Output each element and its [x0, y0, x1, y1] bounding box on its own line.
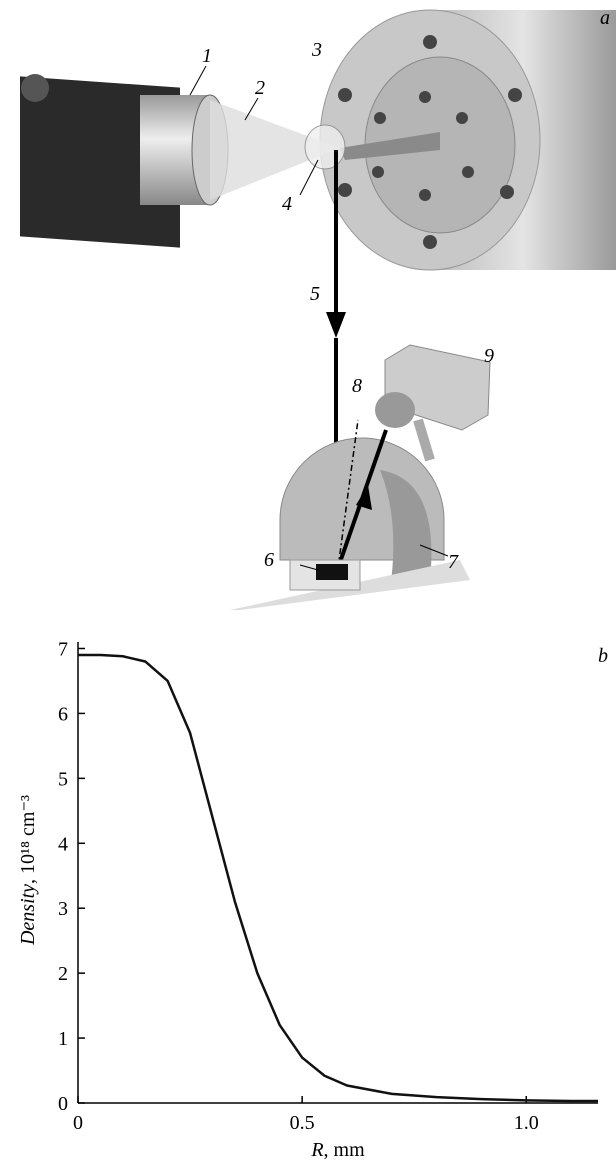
detector-lens: [375, 392, 415, 428]
part-label: 1: [202, 45, 212, 67]
x-tick-label: 0: [73, 1112, 83, 1134]
y-tick-label: 3: [58, 898, 68, 920]
x-label-name: R: [310, 1139, 323, 1161]
x-tick-label: 1.0: [514, 1112, 539, 1134]
part-label: 4: [282, 193, 292, 215]
y-axis-label: Density, 10¹⁸ cm⁻³: [17, 795, 39, 946]
part-label: 9: [484, 345, 494, 367]
figure: a 1 2 3 4 5 6 7 8 9 b R, mm Density, 10¹…: [0, 0, 616, 1165]
density-line: [78, 655, 598, 1101]
part-label: 3: [311, 39, 322, 61]
part-label: 6: [264, 549, 274, 571]
beam-arrow: [326, 312, 346, 338]
y-tick-label: 5: [58, 768, 68, 790]
x-tick-label: 0.5: [290, 1112, 315, 1134]
stage-knob: [21, 74, 49, 102]
y-tick-label: 6: [58, 703, 68, 725]
part-label: 7: [448, 551, 459, 573]
setup-illustration: [20, 10, 616, 610]
x-label-unit: , mm: [324, 1139, 366, 1161]
part-label: 2: [255, 77, 265, 99]
part-label: 5: [310, 283, 320, 305]
y-tick-label: 1: [58, 1028, 68, 1050]
y-label-unit: , 10¹⁸ cm⁻³: [17, 795, 39, 884]
x-axis-label: R, mm: [310, 1139, 365, 1161]
y-tick-label: 2: [58, 963, 68, 985]
y-label-name: Density: [17, 884, 39, 946]
leader-1: [190, 66, 206, 95]
y-tick-label: 0: [58, 1093, 68, 1115]
part-label: 8: [352, 375, 362, 397]
sample: [316, 564, 348, 580]
leader-4: [300, 160, 318, 195]
detector-post: [418, 420, 430, 460]
y-tick-label: 7: [58, 638, 68, 660]
page: a 1 2 3 4 5 6 7 8 9 b R, mm Density, 10¹…: [0, 0, 616, 1165]
focus-lens: [305, 125, 345, 169]
y-tick-label: 4: [58, 833, 68, 855]
panel-label: a: [600, 7, 610, 29]
panel-label: b: [598, 645, 608, 667]
